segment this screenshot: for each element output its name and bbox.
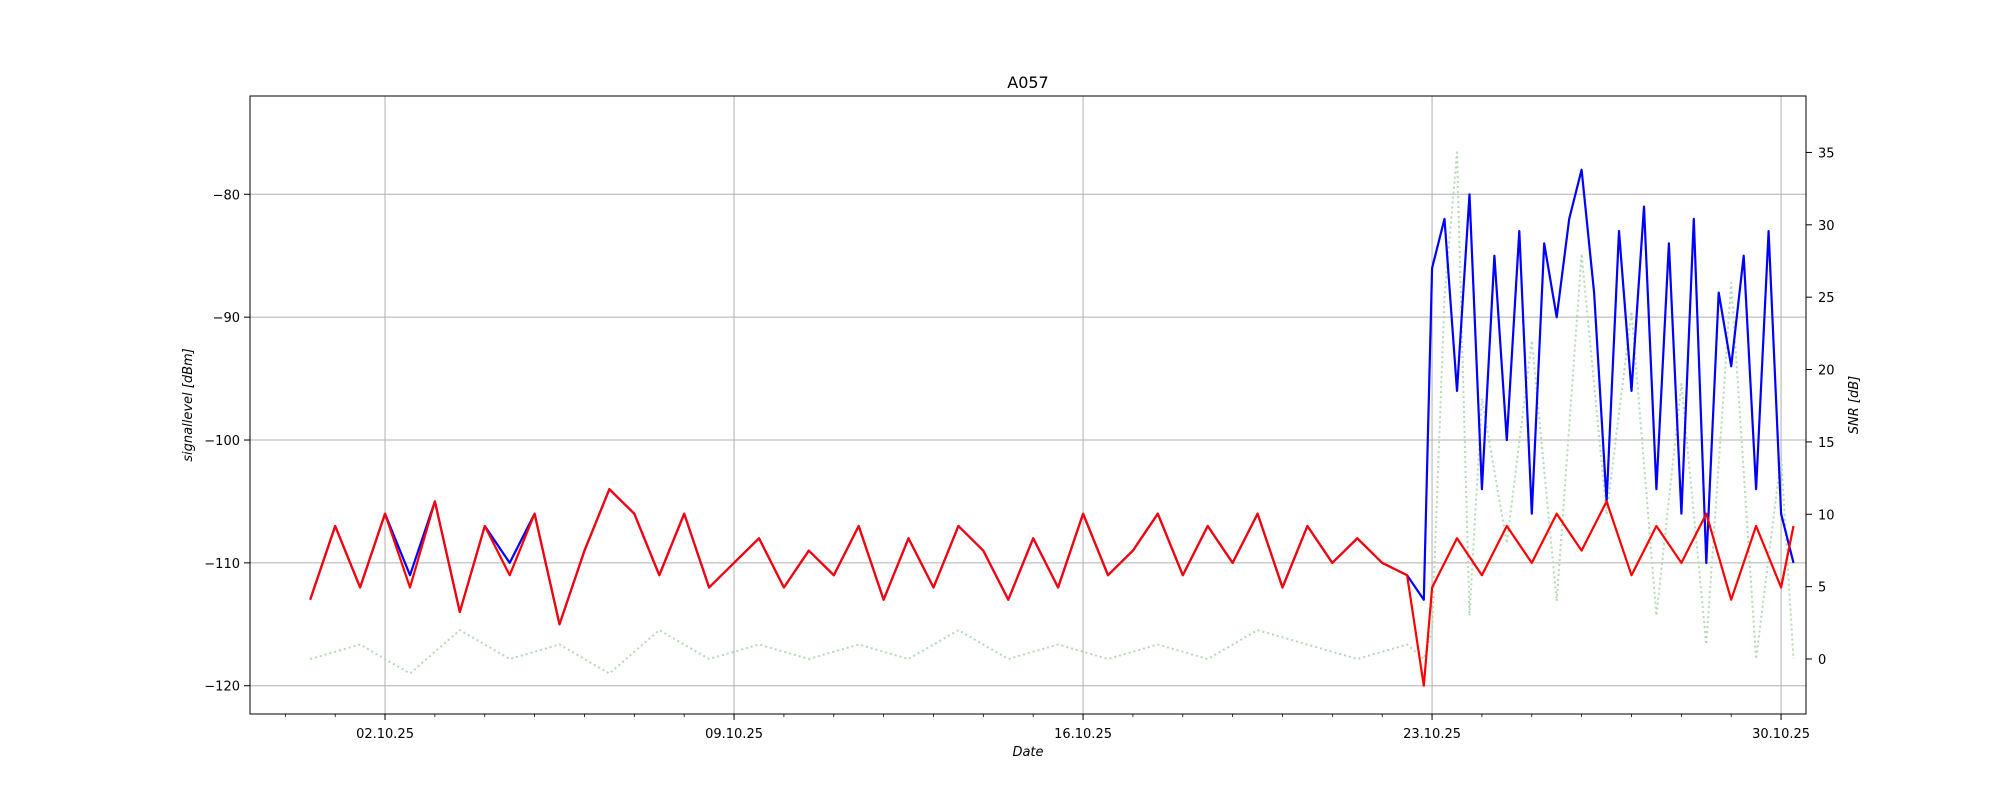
y-axis-right-ticks: 35 30 25 20 15 10 5 0 [1806, 146, 1835, 668]
y-left-tick-label: −110 [204, 557, 240, 572]
y-left-tick-label: −100 [204, 434, 240, 449]
y-right-tick-label: 5 [1818, 581, 1826, 596]
x-tick-label: 02.10.25 [356, 727, 414, 742]
x-tick-label: 09.10.25 [705, 727, 763, 742]
x-axis-ticks: 02.10.25 09.10.25 16.10.25 23.10.25 30.10.25 [284, 714, 1810, 742]
x-axis-label: Date [1012, 745, 1043, 760]
y-right-tick-label: 15 [1818, 436, 1835, 451]
y-axis-left-ticks: −80 −90 −100 −110 −120 [204, 188, 250, 695]
x-tick-label: 23.10.25 [1403, 727, 1461, 742]
y-right-tick-label: 25 [1818, 291, 1835, 306]
series-line-red [309, 488, 1795, 687]
y-left-tick-label: −120 [204, 680, 240, 695]
y-left-tick-label: −90 [213, 311, 240, 326]
plot-frame [249, 95, 1807, 715]
y-right-tick-label: 10 [1818, 508, 1835, 523]
y-axis-left-label: signallevel [dBm] [181, 348, 196, 461]
y-right-tick-label: 30 [1818, 219, 1835, 234]
y-right-tick-label: 35 [1818, 146, 1835, 161]
y-axis-right-label: SNR [dB] [1847, 376, 1862, 434]
y-left-tick-label: −80 [213, 188, 240, 203]
chart-title: A057 [1007, 73, 1048, 92]
y-right-tick-label: 20 [1818, 364, 1835, 379]
x-tick-label: 16.10.25 [1054, 727, 1112, 742]
series-layer [309, 151, 1795, 687]
y-right-tick-label: 0 [1818, 653, 1826, 668]
x-tick-label: 30.10.25 [1752, 727, 1810, 742]
